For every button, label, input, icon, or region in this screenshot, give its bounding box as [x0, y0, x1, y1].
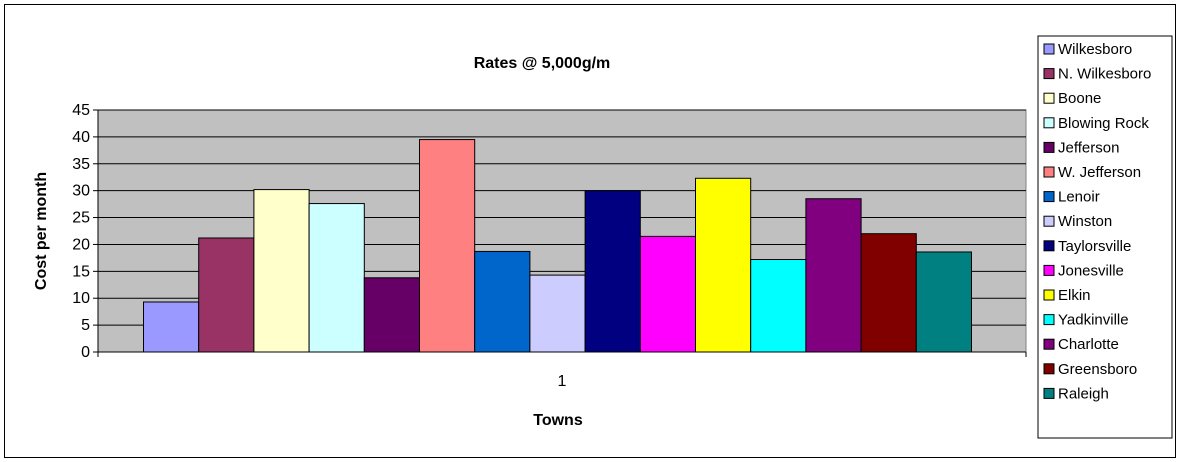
y-tick-label: 40 [72, 129, 90, 146]
legend-label: Lenoir [1058, 189, 1100, 206]
legend-swatch [1043, 387, 1055, 399]
legend-label: Jefferson [1058, 139, 1119, 156]
legend-label: Yadkinville [1058, 312, 1129, 329]
bar [860, 233, 917, 353]
bar [529, 274, 586, 353]
bar [419, 139, 476, 353]
y-tick-label: 0 [81, 344, 90, 361]
y-tick-label: 20 [72, 236, 90, 253]
bar [805, 198, 862, 353]
legend-label: Boone [1058, 90, 1101, 107]
legend-swatch [1043, 289, 1055, 301]
y-tick-label: 25 [72, 210, 90, 227]
legend-label: W. Jefferson [1058, 164, 1141, 181]
bar [363, 277, 420, 353]
legend-swatch [1043, 166, 1055, 178]
legend-swatch [1043, 43, 1055, 55]
bar [474, 250, 531, 353]
legend-swatch [1043, 338, 1055, 350]
legend-box [1037, 35, 1173, 439]
legend-swatch [1043, 215, 1055, 227]
y-tick-label: 30 [72, 183, 90, 200]
x-tick-label: 1 [558, 373, 567, 390]
bar [750, 259, 807, 353]
bar [915, 251, 972, 353]
chart-title: Rates @ 5,000g/m [474, 55, 611, 72]
legend: Wilkesboro N. Wilkesboro Boone Blowing Rock… [1037, 35, 1173, 439]
legend-label: N. Wilkesboro [1058, 66, 1151, 83]
x-axis-title: Towns [533, 412, 583, 429]
legend-swatch [1043, 363, 1055, 375]
bar [198, 237, 255, 353]
y-tick-label: 35 [72, 156, 90, 173]
legend-swatch [1043, 68, 1055, 80]
legend-swatch [1043, 240, 1055, 252]
bar [308, 203, 365, 353]
legend-label: Raleigh [1058, 385, 1109, 402]
y-tick-label: 15 [72, 263, 90, 280]
bar [639, 235, 696, 353]
legend-label: Elkin [1058, 287, 1091, 304]
bar [143, 301, 200, 353]
y-tick-label: 5 [81, 317, 90, 334]
legend-swatch [1043, 92, 1055, 104]
bar [695, 177, 752, 353]
legend-label: Blowing Rock [1058, 115, 1149, 132]
legend-label: Charlotte [1058, 336, 1119, 353]
legend-label: Taylorsville [1058, 238, 1131, 255]
legend-label: Wilkesboro [1058, 41, 1132, 58]
legend-label: Winston [1058, 213, 1112, 230]
legend-swatch [1043, 191, 1055, 203]
legend-swatch [1043, 117, 1055, 129]
legend-swatch [1043, 314, 1055, 326]
legend-label: Jonesville [1058, 262, 1124, 279]
y-tick-label: 45 [72, 102, 90, 119]
legend-swatch [1043, 141, 1055, 153]
legend-label: Greensboro [1058, 361, 1137, 378]
y-axis-title: Cost per month [33, 172, 50, 290]
legend-swatch [1043, 264, 1055, 276]
bar [253, 189, 310, 353]
y-tick-label: 10 [72, 290, 90, 307]
plot-area: 0 5 10 15 20 25 30 35 40 45 1 [72, 102, 1027, 390]
bar [584, 190, 641, 353]
